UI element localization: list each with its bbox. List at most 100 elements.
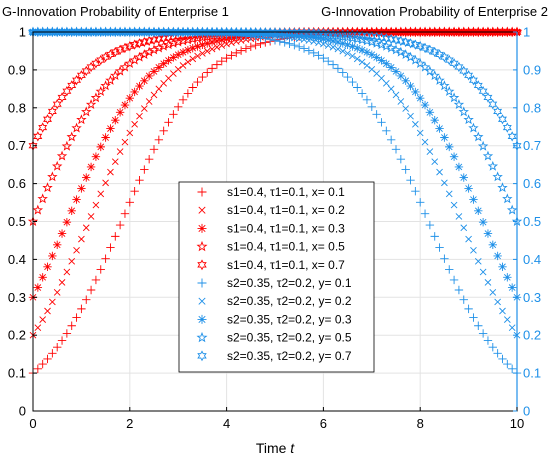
data-point <box>91 58 101 69</box>
data-point <box>174 65 182 73</box>
right-y-tick-label: 0.3 <box>523 290 541 305</box>
data-point <box>33 283 43 292</box>
data-point <box>150 91 158 99</box>
data-point <box>280 38 289 47</box>
data-point <box>386 135 396 144</box>
data-point <box>199 50 206 57</box>
data-point <box>48 349 57 358</box>
data-point <box>362 48 372 57</box>
data-point <box>241 44 251 53</box>
data-point <box>381 40 392 51</box>
right-y-tick-label: 0.4 <box>523 252 541 267</box>
data-point <box>372 110 381 119</box>
legend-item: s1=0.4, τ1=0.1, x= 0.1 <box>197 185 345 199</box>
data-point <box>424 65 436 76</box>
data-point <box>492 171 503 182</box>
data-point <box>155 85 163 93</box>
data-point <box>85 99 97 110</box>
data-point <box>101 254 110 263</box>
data-point <box>38 122 48 133</box>
data-point <box>125 94 134 103</box>
data-point <box>503 273 512 282</box>
legend: s1=0.4, τ1=0.1, x= 0.1 s1=0.4, τ1=0.1, x=… <box>178 181 375 373</box>
data-point <box>67 206 76 216</box>
data-point <box>172 36 184 47</box>
data-point <box>366 36 378 47</box>
data-point <box>507 364 517 374</box>
data-point <box>357 45 367 55</box>
data-point <box>396 155 406 164</box>
data-point <box>67 80 77 91</box>
data-point <box>482 150 494 161</box>
left-y-tick-label: 1 <box>19 25 26 40</box>
data-point <box>372 53 381 62</box>
data-point <box>203 47 211 55</box>
data-point <box>465 235 472 243</box>
data-point <box>498 114 507 125</box>
data-point <box>52 99 62 110</box>
data-point <box>435 49 445 60</box>
data-point <box>473 131 484 142</box>
data-point <box>420 42 430 54</box>
right-y-tick-label: 0 <box>523 404 530 419</box>
data-point <box>43 114 52 125</box>
data-point <box>445 265 454 274</box>
data-point <box>33 364 43 374</box>
data-point <box>391 34 401 46</box>
data-point <box>478 329 488 338</box>
data-point <box>130 39 140 50</box>
data-point <box>343 72 352 82</box>
right-y-tick-label: 0.1 <box>523 366 541 381</box>
data-point <box>261 29 270 38</box>
data-point <box>57 229 67 238</box>
data-point <box>154 135 164 144</box>
data-point <box>43 354 52 364</box>
data-point <box>49 298 56 306</box>
left-y-tick-label: 0.2 <box>8 328 26 343</box>
data-point <box>140 165 149 174</box>
data-point <box>358 58 366 66</box>
data-point <box>415 41 425 52</box>
data-point <box>419 61 431 72</box>
data-point <box>441 179 448 187</box>
x-tick-label: 2 <box>126 416 133 431</box>
data-point <box>120 100 130 110</box>
data-point <box>32 204 44 215</box>
data-point <box>38 273 47 282</box>
data-markers <box>27 26 523 378</box>
legend-label: s2=0.35, τ2=0.2, y= 0.2 <box>227 294 352 308</box>
data-point <box>314 34 323 43</box>
data-point <box>96 142 105 152</box>
data-point <box>126 129 134 137</box>
data-point <box>183 89 193 98</box>
data-point <box>154 63 164 72</box>
data-point <box>483 336 493 345</box>
data-point <box>232 28 241 38</box>
left-y-tick-label: 0.8 <box>8 100 26 115</box>
data-point <box>227 51 236 60</box>
data-point <box>178 48 188 57</box>
right-y-tick-label: 0.8 <box>523 100 541 115</box>
data-point <box>382 126 391 135</box>
data-point <box>454 61 464 73</box>
data-point <box>468 122 479 133</box>
data-point <box>73 246 80 254</box>
right-y-tick-label: 0.2 <box>523 328 541 343</box>
data-point <box>72 195 81 204</box>
data-point <box>39 316 47 323</box>
data-point <box>357 89 367 98</box>
data-point <box>304 46 314 55</box>
data-point <box>429 70 440 81</box>
legend-marker-icon <box>197 314 207 324</box>
legend-label: s2=0.35, τ2=0.2, y= 0.3 <box>227 312 352 326</box>
data-point <box>182 34 194 45</box>
data-point <box>140 76 149 85</box>
title-enterprise-1: G-Innovation Probability of Enterprise 1 <box>2 4 229 19</box>
right-y-tick-label: 0.9 <box>523 62 541 77</box>
data-point <box>477 140 489 151</box>
data-point <box>106 124 115 133</box>
data-point <box>324 57 333 66</box>
right-y-axis-ticks: 0 0.1 0.2 0.3 0.4 0.5 0.6 0.7 0.8 0.9 1 <box>513 25 541 419</box>
data-point <box>506 204 518 215</box>
data-point <box>44 307 51 315</box>
